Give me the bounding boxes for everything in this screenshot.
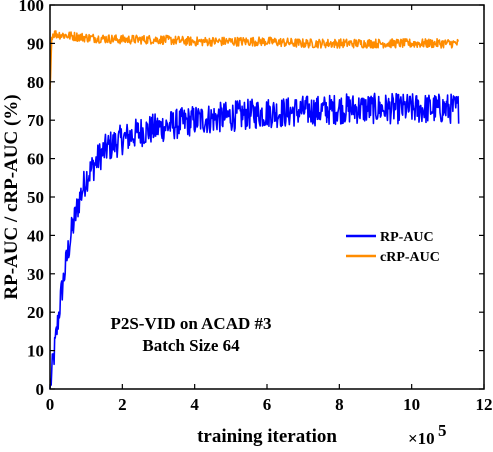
series-line-rp-auc <box>49 92 460 390</box>
x-tick-label: 8 <box>335 395 344 414</box>
y-tick-label: 10 <box>27 342 44 361</box>
legend: RP-AUC cRP-AUC <box>346 230 440 265</box>
x-tick-label: 4 <box>190 395 199 414</box>
y-tick-label: 90 <box>27 34 44 53</box>
x-tick-label: 10 <box>403 395 420 414</box>
y-tick-label: 60 <box>27 150 44 169</box>
annotation-line-1: P2S-VID on ACAD #3 <box>110 314 271 333</box>
y-tick-label: 0 <box>36 380 45 399</box>
y-tick-label: 30 <box>27 265 44 284</box>
x-tick-label: 12 <box>476 395 493 414</box>
x-exponent-power: 5 <box>438 421 447 440</box>
ticks-layer: 0 2 4 6 8 10 12 0 10 20 30 40 50 60 70 80 90 100 <box>19 0 493 414</box>
series-line-crp-auc <box>49 30 459 90</box>
x-tick-label: 6 <box>263 395 272 414</box>
x-tick-label: 2 <box>118 395 127 414</box>
y-axis-title: RP-AUC / cRP-AUC (%) <box>1 94 22 299</box>
legend-label-rp-auc: RP-AUC <box>380 230 434 245</box>
y-tick-label: 70 <box>27 111 44 130</box>
x-axis-title: training iteration <box>197 426 337 447</box>
x-tick-label: 0 <box>46 395 55 414</box>
y-tick-label: 50 <box>27 188 44 207</box>
annotation-line-2: Batch Size 64 <box>142 336 240 355</box>
x-exponent-base: ×10 <box>408 429 435 447</box>
y-tick-label: 40 <box>27 226 44 245</box>
y-tick-label: 20 <box>27 303 44 322</box>
y-tick-label: 80 <box>27 73 44 92</box>
y-tick-label: 100 <box>19 0 45 15</box>
plot-background <box>50 5 484 389</box>
legend-label-crp-auc: cRP-AUC <box>380 250 440 265</box>
series-layer <box>49 30 460 390</box>
